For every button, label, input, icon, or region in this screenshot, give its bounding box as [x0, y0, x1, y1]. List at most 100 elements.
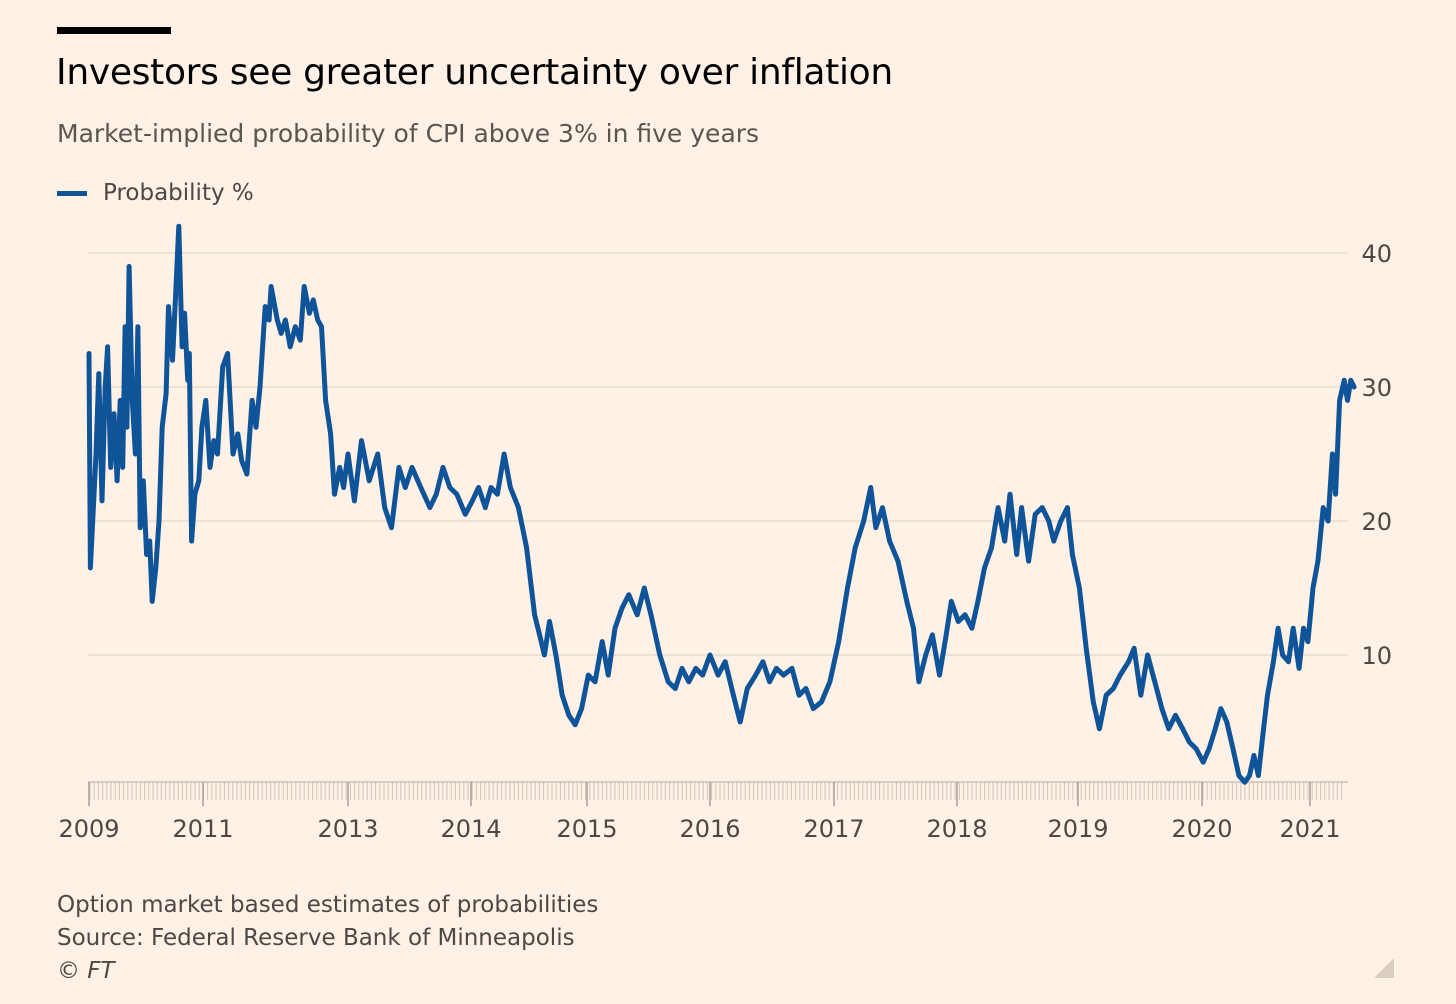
- data-point: [1194, 746, 1199, 751]
- data-point: [249, 398, 255, 403]
- data-point: [738, 719, 743, 725]
- data-point: [389, 525, 394, 530]
- data-point: [715, 672, 721, 678]
- chart-title: Investors see greater uncertainty over i…: [56, 52, 893, 93]
- data-point: [192, 492, 198, 497]
- data-point: [141, 478, 146, 483]
- data-point: [239, 458, 244, 463]
- data-point: [488, 485, 494, 490]
- data-point: [1321, 505, 1326, 510]
- data-point: [1286, 659, 1291, 664]
- legend: Probability %: [57, 180, 254, 206]
- data-point: [440, 465, 446, 470]
- data-point: [96, 371, 102, 376]
- data-point: [135, 324, 141, 329]
- data-point: [409, 465, 415, 470]
- data-point: [345, 451, 351, 457]
- data-point: [163, 391, 169, 396]
- data-point: [1206, 746, 1212, 751]
- data-point: [760, 659, 766, 664]
- data-point: [352, 498, 357, 504]
- data-point: [803, 686, 809, 691]
- x-tick-label-2015: 2015: [556, 815, 617, 843]
- x-axis: [88, 781, 1348, 800]
- data-point: [275, 317, 280, 323]
- data-point: [375, 451, 380, 457]
- data-point: [573, 722, 578, 727]
- data-point: [1330, 451, 1335, 457]
- data-point: [524, 545, 529, 550]
- data-point: [566, 713, 572, 718]
- data-point: [257, 384, 263, 390]
- data-point: [753, 672, 758, 678]
- data-point: [1111, 686, 1116, 691]
- data-point: [1007, 492, 1013, 497]
- data-point: [185, 378, 190, 383]
- data-point: [944, 632, 949, 638]
- data-point: [90, 518, 95, 524]
- data-point: [1145, 652, 1150, 658]
- data-point: [1201, 760, 1206, 765]
- data-point: [1256, 773, 1261, 778]
- data-point: [1280, 652, 1285, 658]
- data-point: [819, 699, 824, 705]
- data-point: [937, 672, 942, 678]
- data-point: [454, 492, 459, 497]
- data-point: [122, 324, 128, 329]
- data-point: [700, 672, 705, 678]
- data-point: [120, 465, 125, 470]
- data-point: [642, 585, 647, 591]
- x-tick-label-2016: 2016: [679, 815, 740, 843]
- data-point: [298, 337, 303, 343]
- data-point: [1305, 639, 1311, 644]
- data-point: [1097, 726, 1102, 731]
- chart-subtitle: Market-implied probability of CPI above …: [57, 119, 760, 148]
- data-point: [1345, 398, 1350, 403]
- y-tick-label-40: 40: [1361, 240, 1392, 268]
- data-point: [307, 311, 312, 316]
- data-point: [1296, 666, 1302, 671]
- data-point: [225, 351, 230, 356]
- data-point: [150, 599, 155, 604]
- data-point: [904, 599, 909, 604]
- x-tick-label-2018: 2018: [926, 815, 987, 843]
- footer-source: Source: Federal Reserve Bank of Minneapo…: [57, 925, 575, 951]
- data-point: [235, 431, 240, 437]
- data-point: [1337, 398, 1342, 403]
- data-point: [600, 639, 605, 644]
- data-point: [542, 652, 547, 658]
- data-point: [619, 605, 625, 611]
- data-point: [1315, 559, 1321, 564]
- resize-handle-icon[interactable]: [1374, 958, 1394, 978]
- data-point: [244, 471, 250, 477]
- data-point: [114, 478, 120, 483]
- x-tick-label-2014: 2014: [440, 815, 501, 843]
- series-line-0: [86, 223, 1357, 785]
- data-point: [337, 465, 342, 470]
- data-point: [173, 291, 178, 296]
- data-point: [103, 384, 108, 390]
- data-point: [156, 518, 162, 524]
- data-point: [418, 485, 423, 490]
- data-point: [586, 672, 591, 678]
- data-point: [124, 425, 130, 430]
- data-point: [673, 686, 678, 691]
- data-point: [1180, 726, 1185, 731]
- data-point: [679, 666, 685, 671]
- data-point: [495, 492, 500, 497]
- series-group: [86, 223, 1357, 785]
- data-point: [1070, 552, 1075, 557]
- data-point: [1173, 713, 1178, 718]
- data-point: [126, 264, 132, 269]
- data-point: [1301, 626, 1306, 631]
- data-point: [1084, 646, 1089, 651]
- data-point: [1275, 626, 1281, 631]
- data-point: [266, 317, 272, 323]
- data-point: [1065, 505, 1070, 510]
- data-point: [427, 505, 433, 510]
- data-point: [341, 485, 346, 490]
- data-point: [1138, 693, 1144, 698]
- data-point: [693, 666, 698, 671]
- data-point: [1091, 699, 1096, 705]
